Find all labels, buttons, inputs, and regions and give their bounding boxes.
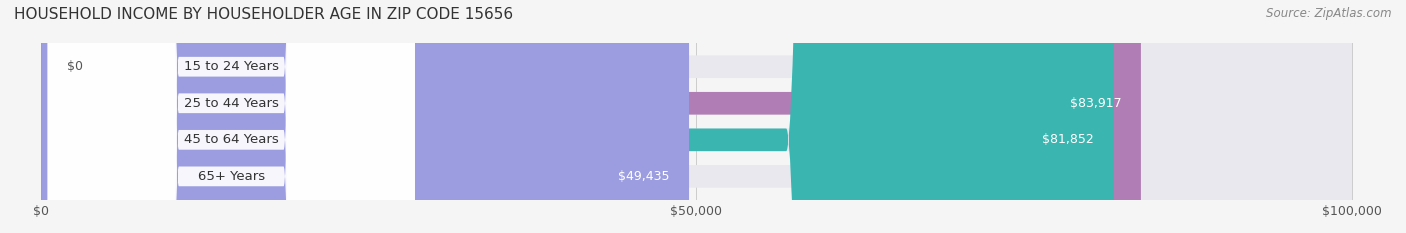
FancyBboxPatch shape <box>48 0 415 233</box>
FancyBboxPatch shape <box>48 0 415 233</box>
Text: $81,852: $81,852 <box>1042 133 1094 146</box>
FancyBboxPatch shape <box>41 0 1351 233</box>
Text: 15 to 24 Years: 15 to 24 Years <box>184 60 278 73</box>
FancyBboxPatch shape <box>41 0 1140 233</box>
Text: 25 to 44 Years: 25 to 44 Years <box>184 97 278 110</box>
Text: $49,435: $49,435 <box>617 170 669 183</box>
Text: 45 to 64 Years: 45 to 64 Years <box>184 133 278 146</box>
FancyBboxPatch shape <box>41 0 1351 233</box>
Text: $83,917: $83,917 <box>1070 97 1121 110</box>
FancyBboxPatch shape <box>48 0 415 233</box>
FancyBboxPatch shape <box>41 0 689 233</box>
Text: HOUSEHOLD INCOME BY HOUSEHOLDER AGE IN ZIP CODE 15656: HOUSEHOLD INCOME BY HOUSEHOLDER AGE IN Z… <box>14 7 513 22</box>
Text: $0: $0 <box>67 60 83 73</box>
Text: 65+ Years: 65+ Years <box>198 170 264 183</box>
FancyBboxPatch shape <box>41 0 1351 233</box>
FancyBboxPatch shape <box>41 0 1351 233</box>
FancyBboxPatch shape <box>41 0 1114 233</box>
Text: Source: ZipAtlas.com: Source: ZipAtlas.com <box>1267 7 1392 20</box>
FancyBboxPatch shape <box>48 0 415 233</box>
